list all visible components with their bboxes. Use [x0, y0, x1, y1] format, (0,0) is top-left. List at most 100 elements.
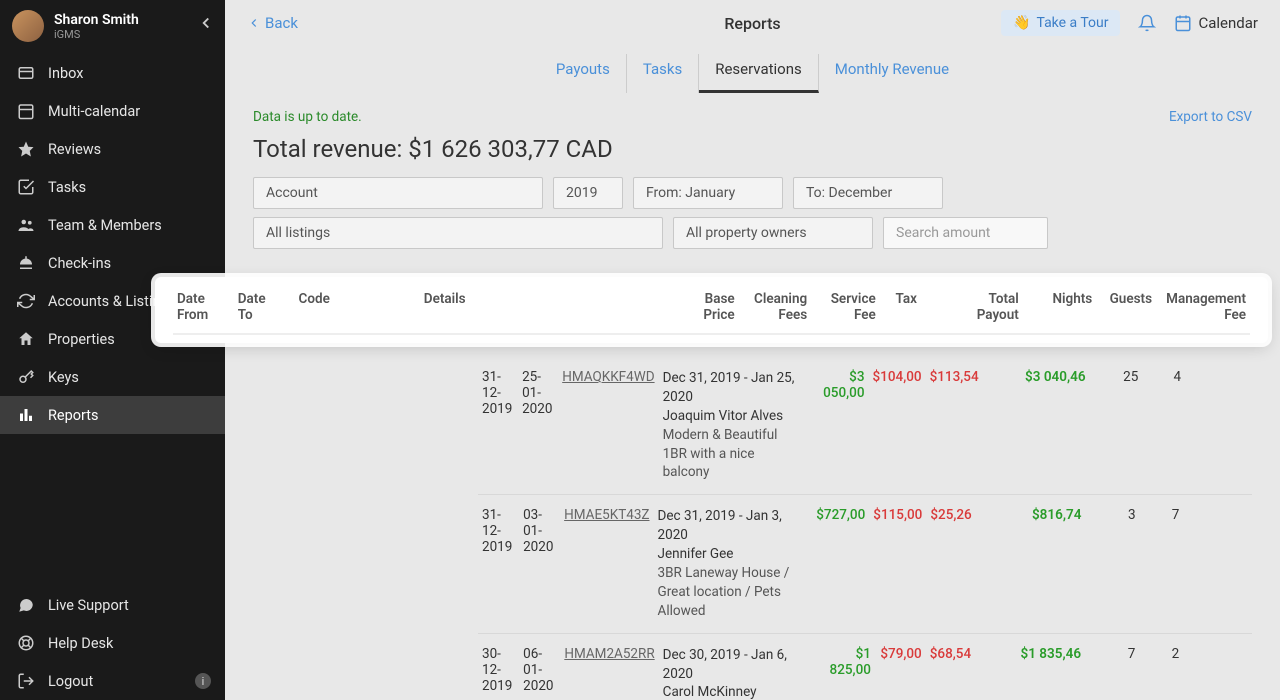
- cell-total-payout: $816,74: [1007, 507, 1085, 523]
- cell-code[interactable]: HMAM2A52RR: [560, 646, 658, 662]
- sidebar-item-keys[interactable]: Keys: [0, 358, 225, 396]
- owners-filter[interactable]: All property owners: [673, 217, 873, 249]
- col-date-to[interactable]: DateTo: [234, 291, 295, 323]
- col-total-payout[interactable]: TotalPayout: [921, 291, 1023, 323]
- cell-guests: 7: [1140, 507, 1184, 523]
- col-management-fee[interactable]: ManagementFee: [1156, 291, 1250, 323]
- account-filter[interactable]: Account: [253, 177, 543, 209]
- cell-date-from: 30-12-2019: [478, 646, 519, 694]
- calendar-link[interactable]: Calendar: [1174, 14, 1258, 32]
- year-filter[interactable]: 2019: [553, 177, 623, 209]
- sidebar-item-reports[interactable]: Reports: [0, 396, 225, 434]
- home-icon: [14, 330, 38, 348]
- cell-date-to: 25-01-2020: [518, 369, 558, 417]
- key-icon: [14, 368, 38, 386]
- tasks-icon: [14, 178, 38, 196]
- sidebar-item-label: Reports: [48, 407, 99, 424]
- sidebar-item-label: Properties: [48, 331, 115, 348]
- cell-date-from: 31-12-2019: [478, 369, 518, 417]
- col-date-from[interactable]: DateFrom: [173, 291, 234, 323]
- tab-monthly-revenue[interactable]: Monthly Revenue: [819, 54, 965, 93]
- search-amount-input[interactable]: Search amount: [883, 217, 1048, 249]
- sidebar-item-live-support[interactable]: Live Support: [0, 586, 225, 624]
- tab-reservations[interactable]: Reservations: [699, 54, 819, 93]
- back-label: Back: [265, 14, 298, 32]
- cell-base-price: $727,00: [808, 507, 870, 523]
- cell-cleaning-fees: $79,00: [875, 646, 926, 662]
- chat-icon: [14, 596, 38, 614]
- topbar: Back Reports 👋 Take a Tour Calendar: [225, 0, 1280, 46]
- cell-date-to: 03-01-2020: [519, 507, 560, 555]
- info-icon: i: [195, 673, 211, 689]
- sidebar-item-logout[interactable]: Logout i: [0, 662, 225, 700]
- tour-label: Take a Tour: [1036, 15, 1108, 31]
- star-icon: [14, 140, 38, 158]
- sidebar-item-help-desk[interactable]: Help Desk: [0, 624, 225, 662]
- sidebar-item-inbox[interactable]: Inbox: [0, 54, 225, 92]
- cell-code[interactable]: HMAE5KT43Z: [560, 507, 653, 523]
- cell-cleaning-fees: $104,00: [869, 369, 926, 385]
- take-tour-button[interactable]: 👋 Take a Tour: [1001, 10, 1120, 36]
- sidebar-item-tasks[interactable]: Tasks: [0, 168, 225, 206]
- cell-date-from: 31-12-2019: [478, 507, 519, 555]
- table-row: 31-12-201903-01-2020HMAE5KT43ZDec 31, 20…: [478, 495, 1252, 633]
- nav: Inbox Multi-calendar Reviews Tasks Team & Me…: [0, 54, 225, 700]
- sidebar-item-label: Check-ins: [48, 255, 111, 272]
- cell-nights: 7: [1085, 646, 1139, 662]
- sidebar-item-team-members[interactable]: Team & Members: [0, 206, 225, 244]
- cell-guests: 4: [1142, 369, 1185, 385]
- sidebar-item-label: Live Support: [48, 597, 129, 614]
- to-filter[interactable]: To: December: [793, 177, 943, 209]
- sidebar-item-label: Reviews: [48, 141, 101, 158]
- refresh-icon: [14, 292, 38, 310]
- cell-nights: 25: [1090, 369, 1143, 385]
- cell-base-price: $3 050,00: [808, 369, 868, 401]
- wave-icon: 👋: [1013, 15, 1030, 31]
- col-service-fee[interactable]: ServiceFee: [811, 291, 880, 323]
- cell-code[interactable]: HMAQKKF4WD: [558, 369, 658, 385]
- sidebar-item-label: Logout: [48, 673, 93, 690]
- bell-service-icon: [14, 254, 38, 272]
- sidebar: Sharon Smith iGMS Inbox Multi-calendar Rev…: [0, 0, 225, 700]
- cell-details: Dec 31, 2019 - Jan 25, 2020Joaquim Vitor…: [659, 369, 809, 482]
- profile[interactable]: Sharon Smith iGMS: [0, 0, 225, 54]
- cell-details: Dec 30, 2019 - Jan 6, 2020Carol McKinney…: [659, 646, 813, 700]
- back-button[interactable]: Back: [247, 14, 298, 32]
- from-filter[interactable]: From: January: [633, 177, 783, 209]
- table-row: 30-12-201906-01-2020HMAM2A52RRDec 30, 20…: [478, 634, 1252, 700]
- sidebar-item-reviews[interactable]: Reviews: [0, 130, 225, 168]
- cell-cleaning-fees: $115,00: [869, 507, 926, 523]
- team-icon: [14, 216, 38, 234]
- col-nights[interactable]: Nights: [1023, 291, 1096, 323]
- avatar: [12, 10, 44, 42]
- inbox-icon: [14, 64, 38, 82]
- sidebar-item-label: Keys: [48, 369, 79, 386]
- calendar-icon: [14, 102, 38, 120]
- col-cleaning-fees[interactable]: CleaningFees: [739, 291, 811, 323]
- table-row: 31-12-201925-01-2020HMAQKKF4WDDec 31, 20…: [478, 357, 1252, 495]
- col-code[interactable]: Code: [295, 291, 420, 323]
- col-tax[interactable]: Tax: [880, 291, 921, 323]
- export-csv-link[interactable]: Export to CSV: [1169, 109, 1252, 125]
- status-text: Data is up to date.: [253, 109, 362, 125]
- cell-base-price: $1 825,00: [813, 646, 875, 678]
- notifications-icon[interactable]: [1138, 14, 1156, 32]
- cell-total-payout: $1 835,46: [1007, 646, 1085, 662]
- col-base-price[interactable]: BasePrice: [654, 291, 738, 323]
- sidebar-item-label: Inbox: [48, 65, 83, 82]
- table-body: 31-12-201925-01-2020HMAQKKF4WDDec 31, 20…: [450, 357, 1280, 700]
- bar-chart-icon: [14, 406, 38, 424]
- cell-service-fee: $25,26: [926, 507, 975, 523]
- tab-payouts[interactable]: Payouts: [540, 54, 627, 93]
- col-guests[interactable]: Guests: [1096, 291, 1156, 323]
- tab-tasks[interactable]: Tasks: [627, 54, 699, 93]
- sidebar-item-label: Tasks: [48, 179, 86, 196]
- col-details[interactable]: Details: [420, 291, 655, 323]
- sidebar-item-multi-calendar[interactable]: Multi-calendar: [0, 92, 225, 130]
- total-revenue: Total revenue: $1 626 303,77 CAD: [225, 131, 1280, 177]
- collapse-chevron-icon[interactable]: [197, 14, 215, 36]
- user-name: Sharon Smith: [54, 12, 139, 28]
- lifesaver-icon: [14, 634, 38, 652]
- sidebar-item-label: Multi-calendar: [48, 103, 140, 120]
- listings-filter[interactable]: All listings: [253, 217, 663, 249]
